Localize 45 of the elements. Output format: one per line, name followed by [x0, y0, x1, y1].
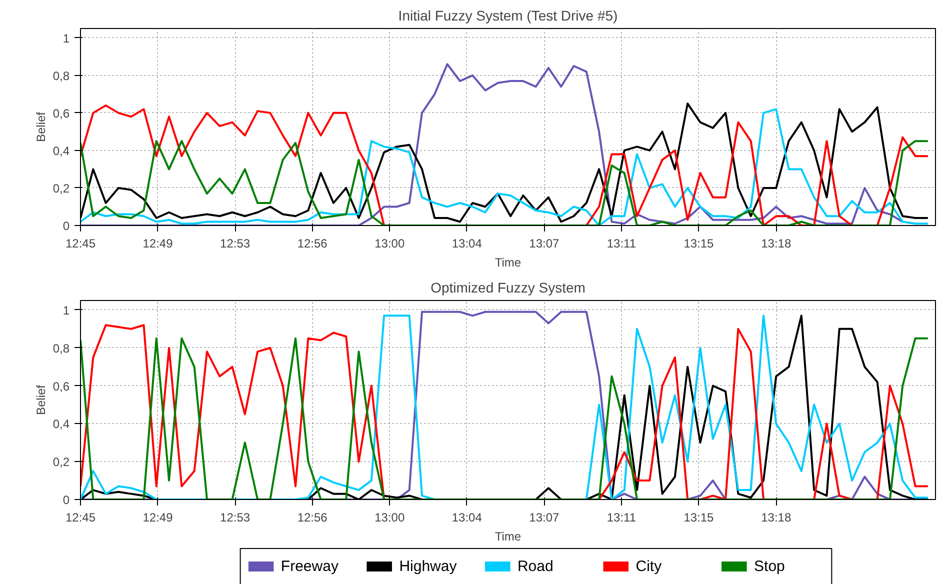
x-tick-label: 13:07 — [529, 510, 560, 524]
y-tick-label: 0,8 — [52, 68, 70, 83]
y-tick-label: 0,4 — [52, 144, 70, 158]
y-tick-label: 0,2 — [52, 455, 70, 470]
x-axis-title: Time — [494, 256, 522, 270]
y-tick-label: 0,6 — [52, 379, 70, 394]
y-tick-label: 0,6 — [52, 106, 70, 120]
x-tick-label: 13:15 — [684, 510, 714, 524]
legend-label: Stop — [754, 558, 785, 575]
y-tick-label: 0,2 — [52, 181, 70, 196]
x-tick-label: 13:07 — [529, 236, 560, 250]
x-tick-label: 13:18 — [761, 236, 792, 250]
x-tick-label: 12:56 — [297, 236, 328, 250]
legend-label: Freeway — [280, 558, 339, 575]
x-tick-label: 13:04 — [452, 510, 482, 524]
chart-title: Initial Fuzzy System (Test Drive #5) — [398, 8, 618, 24]
y-tick-label: 0,4 — [52, 417, 70, 432]
y-tick-label: 1 — [62, 303, 70, 318]
x-axis-title: Time — [494, 530, 522, 544]
legend-label: Road — [517, 558, 554, 575]
y-tick-label: 1 — [62, 31, 70, 46]
line-series — [80, 63, 904, 226]
x-tick-label: 12:49 — [142, 236, 174, 250]
x-tick-label: 12:45 — [65, 510, 96, 524]
x-tick-label: 13:18 — [761, 510, 792, 524]
x-tick-label: 13:00 — [374, 510, 405, 524]
y-tick-label: 0 — [62, 493, 70, 507]
y-tick-label: 0,8 — [52, 341, 70, 356]
x-tick-label: 13:04 — [452, 236, 482, 250]
y-tick-label: 0 — [62, 219, 70, 233]
x-tick-label: 12:56 — [297, 510, 328, 524]
y-axis-title: Belief — [34, 384, 48, 416]
x-tick-label: 12:49 — [142, 510, 174, 524]
chart-title: Optimized Fuzzy System — [430, 280, 586, 296]
y-axis-title: Belief — [34, 111, 48, 142]
legend-label: Highway — [399, 558, 458, 575]
x-tick-label: 13:15 — [684, 236, 714, 250]
x-tick-label: 13:11 — [606, 510, 636, 524]
x-tick-label: 12:53 — [220, 510, 250, 524]
x-tick-label: 13:11 — [606, 236, 636, 250]
x-tick-label: 13:00 — [374, 236, 405, 250]
legend-label: City — [636, 558, 662, 575]
line-series — [80, 140, 929, 226]
x-tick-label: 12:53 — [220, 236, 250, 250]
x-tick-label: 12:45 — [65, 236, 96, 250]
